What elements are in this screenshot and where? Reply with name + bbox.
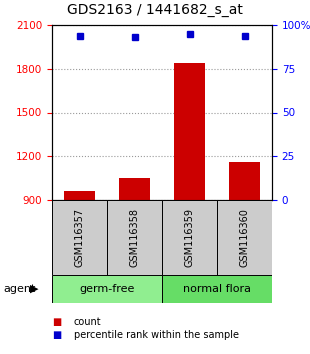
Text: percentile rank within the sample: percentile rank within the sample	[74, 330, 239, 339]
Bar	[107, 200, 162, 275]
Text: GSM116357: GSM116357	[74, 208, 85, 267]
Text: GDS2163 / 1441682_s_at: GDS2163 / 1441682_s_at	[67, 3, 243, 17]
Text: GSM116358: GSM116358	[130, 208, 140, 267]
Text: ▶: ▶	[30, 284, 39, 294]
Bar	[217, 200, 272, 275]
Bar	[52, 200, 107, 275]
Text: GSM116360: GSM116360	[240, 208, 250, 267]
Text: germ-free: germ-free	[79, 284, 135, 294]
Text: normal flora: normal flora	[183, 284, 251, 294]
Bar	[229, 162, 260, 200]
Text: agent: agent	[3, 284, 35, 294]
Text: ■: ■	[52, 330, 61, 339]
Text: ■: ■	[52, 316, 61, 326]
Bar	[64, 191, 95, 200]
Bar	[52, 275, 162, 303]
Bar	[174, 63, 205, 200]
Text: count: count	[74, 316, 101, 326]
Bar	[119, 178, 150, 200]
Bar	[162, 275, 272, 303]
Text: GSM116359: GSM116359	[184, 208, 194, 267]
Bar	[162, 200, 217, 275]
